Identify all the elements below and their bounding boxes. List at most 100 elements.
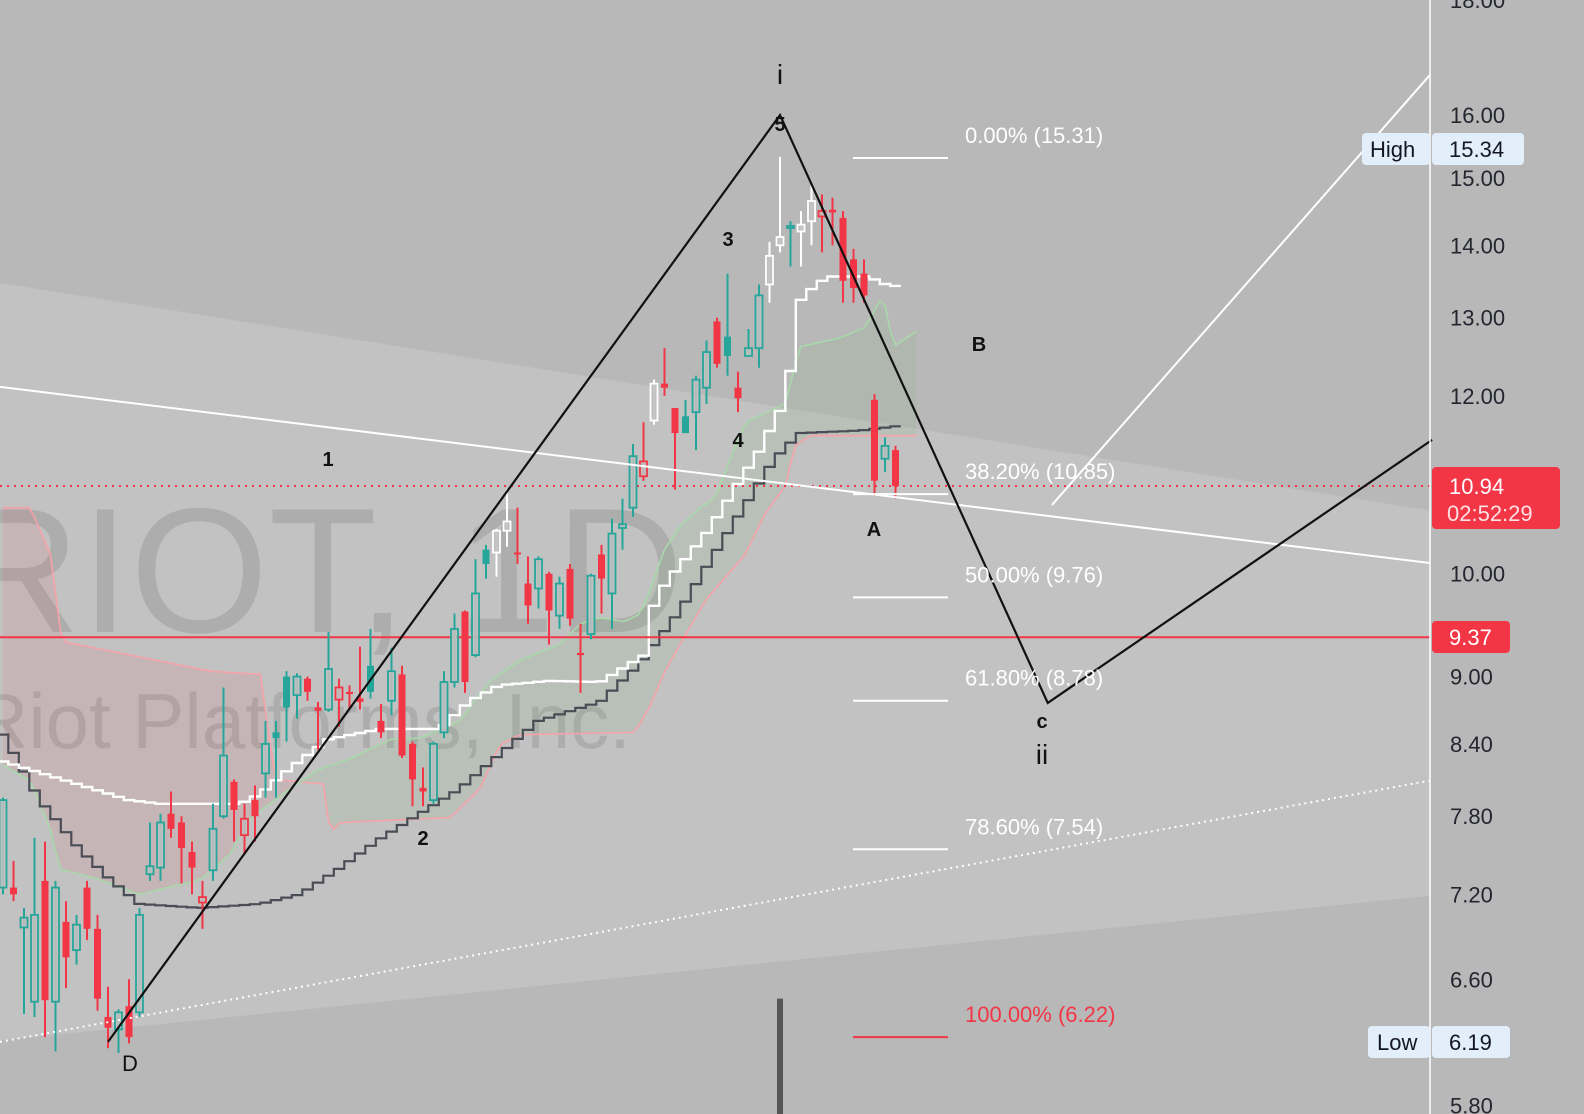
candle[interactable] [272, 720, 280, 798]
candle[interactable] [744, 328, 753, 357]
candle[interactable] [671, 408, 679, 490]
wave-zigzag-line[interactable] [107, 112, 1433, 1043]
candle[interactable] [429, 741, 438, 804]
candle[interactable] [461, 610, 469, 693]
candle[interactable] [167, 791, 175, 838]
candle[interactable] [734, 371, 742, 413]
candle[interactable] [10, 861, 17, 902]
candle[interactable] [283, 671, 290, 742]
candle[interactable] [661, 348, 668, 396]
candle[interactable] [796, 211, 806, 267]
price-tick-label: 15.00 [1450, 166, 1505, 191]
candle[interactable] [261, 720, 270, 798]
cloud-segment [911, 331, 917, 436]
candle[interactable] [628, 444, 638, 517]
horizontal-lines[interactable] [0, 485, 1430, 639]
cloud-segment [680, 521, 686, 644]
candle[interactable] [19, 907, 29, 1014]
cloud-segment [18, 507, 24, 777]
candle[interactable] [30, 837, 39, 1017]
candle[interactable] [607, 518, 617, 629]
candle[interactable] [240, 803, 249, 855]
candle[interactable] [334, 678, 344, 727]
candle[interactable] [880, 437, 890, 472]
candle[interactable] [502, 489, 512, 547]
candle[interactable] [765, 241, 774, 303]
candle[interactable] [860, 259, 868, 303]
candle[interactable] [492, 528, 501, 577]
candle[interactable] [94, 914, 101, 1011]
candle[interactable] [724, 273, 731, 376]
candle[interactable] [324, 632, 333, 712]
candle[interactable] [219, 687, 228, 819]
candle[interactable] [292, 673, 302, 719]
candle[interactable] [377, 704, 385, 739]
candle[interactable] [829, 197, 836, 246]
candle[interactable] [62, 901, 70, 989]
candle[interactable] [713, 317, 721, 368]
candle[interactable] [439, 671, 449, 739]
candle[interactable] [409, 741, 416, 807]
candle[interactable] [839, 211, 847, 303]
candle[interactable] [314, 701, 322, 750]
candle[interactable] [156, 813, 165, 881]
candle[interactable] [208, 803, 218, 881]
cloud-segment [664, 541, 670, 673]
cloud-segment [564, 634, 570, 734]
candle[interactable] [514, 507, 521, 565]
candle-body [156, 821, 165, 869]
candle[interactable] [682, 399, 689, 434]
candle[interactable] [51, 880, 60, 1052]
candle[interactable] [198, 880, 207, 929]
candle[interactable] [0, 797, 8, 895]
candle[interactable] [387, 647, 396, 716]
candle[interactable] [586, 573, 596, 640]
candle[interactable] [188, 841, 196, 895]
candle[interactable] [598, 544, 605, 614]
cloud-segment [832, 338, 838, 436]
candle[interactable] [346, 685, 353, 710]
candle[interactable] [807, 184, 816, 246]
candle[interactable] [251, 785, 259, 842]
cloud-segment [375, 743, 381, 821]
candlesticks[interactable] [0, 156, 899, 1053]
fib-retracement[interactable]: 0.00% (15.31) 38.20% (10.85) 50.00% (9.76)… [853, 123, 1115, 1039]
candle[interactable] [304, 676, 311, 701]
candle[interactable] [786, 221, 795, 267]
candle[interactable] [754, 284, 764, 368]
candle[interactable] [555, 576, 564, 629]
candle[interactable] [482, 544, 490, 579]
candle[interactable] [639, 422, 648, 481]
dotted-trend-line[interactable] [0, 779, 1431, 1043]
candle-body [188, 851, 196, 868]
candle[interactable] [178, 816, 185, 884]
price-axis[interactable]: 18.00 16.00 15.00 14.00 13.00 12.00 10.00 9.00 8… [1429, 0, 1505, 1114]
candle[interactable] [72, 914, 81, 965]
candle[interactable] [618, 498, 627, 550]
candle[interactable] [230, 779, 238, 842]
candle[interactable] [41, 841, 49, 1038]
candle[interactable] [566, 564, 574, 626]
cloud-segment [885, 305, 891, 436]
candle[interactable] [577, 623, 584, 693]
candle[interactable] [775, 156, 785, 253]
candle[interactable] [534, 556, 543, 609]
candle[interactable] [83, 880, 91, 941]
candle[interactable] [356, 646, 364, 710]
candle[interactable] [419, 767, 427, 807]
candle[interactable] [871, 394, 878, 496]
candle[interactable] [450, 613, 459, 688]
white-trend-line[interactable] [0, 385, 1431, 565]
candle[interactable] [145, 822, 155, 881]
cloud-segment [675, 526, 681, 654]
candle[interactable] [702, 340, 711, 404]
candle[interactable] [471, 559, 480, 658]
cloud-segment [648, 578, 654, 709]
candle[interactable] [545, 571, 553, 645]
candle[interactable] [691, 375, 701, 451]
candle[interactable] [398, 665, 406, 758]
candle[interactable] [892, 445, 899, 499]
candle[interactable] [649, 379, 659, 425]
candle[interactable] [524, 556, 532, 624]
